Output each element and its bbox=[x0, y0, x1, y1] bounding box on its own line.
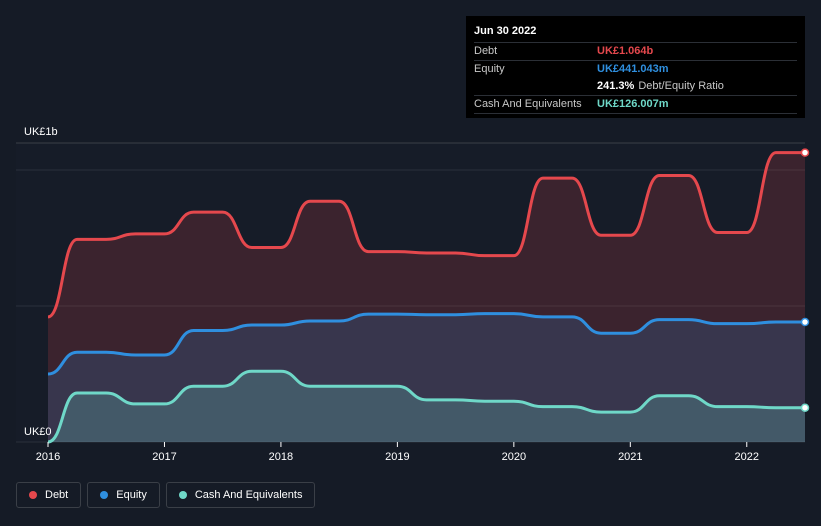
x-axis-ticks: 2016 2017 2018 2019 2020 2021 2022 bbox=[36, 442, 759, 463]
legend-label-equity: Equity bbox=[116, 489, 147, 501]
legend-item-equity[interactable]: Equity bbox=[87, 482, 160, 508]
legend-dot-equity bbox=[100, 491, 109, 499]
equity-line bbox=[47, 312, 805, 376]
y-axis-top-label: UK£1b bbox=[24, 126, 58, 138]
debt-end-marker bbox=[800, 148, 810, 157]
tooltip-row-ratio: 241.3% Debt/Equity Ratio bbox=[474, 78, 797, 95]
legend-label-debt: Debt bbox=[45, 489, 69, 501]
cash-area bbox=[48, 371, 805, 442]
tooltip-date: Jun 30 2022 bbox=[474, 25, 537, 37]
tooltip-cash-label: Cash And Equivalents bbox=[474, 98, 582, 110]
equity-area bbox=[48, 313, 805, 442]
x-tick-label: 2017 bbox=[152, 451, 176, 463]
x-tick-label: 2018 bbox=[269, 451, 293, 463]
tooltip-debt-label: Debt bbox=[474, 45, 498, 57]
legend-label-cash: Cash And Equivalents bbox=[194, 489, 303, 501]
x-tick-label: 2022 bbox=[735, 451, 759, 463]
x-tick-label: 2020 bbox=[502, 451, 526, 463]
debt-line bbox=[47, 151, 805, 319]
tooltip-ratio-spacer bbox=[474, 78, 597, 95]
legend-item-debt[interactable]: Debt bbox=[16, 482, 82, 508]
tooltip-equity-value: UK£441.043m bbox=[597, 63, 669, 75]
tooltip-cash-value: UK£126.007m bbox=[597, 98, 669, 110]
tooltip-equity-label: Equity bbox=[474, 63, 505, 75]
series-end-markers bbox=[800, 148, 810, 412]
debt-area bbox=[48, 152, 805, 443]
tooltip-ratio-label: Debt/Equity Ratio bbox=[638, 80, 724, 92]
tooltip-ratio-value: 241.3% bbox=[597, 80, 635, 92]
equity-end-marker bbox=[800, 317, 810, 327]
tooltip-row-debt: Debt UK£1.064b bbox=[474, 42, 797, 60]
tooltip-debt-value: UK£1.064b bbox=[597, 45, 654, 57]
series-lines bbox=[47, 151, 805, 444]
legend-dot-cash bbox=[178, 491, 187, 499]
cash-line bbox=[47, 369, 805, 444]
tooltip-row-cash: Cash And Equivalents UK£126.007m bbox=[474, 95, 797, 114]
legend-item-cash[interactable]: Cash And Equivalents bbox=[165, 482, 316, 508]
tooltip-row-equity: Equity UK£441.043m bbox=[474, 60, 797, 78]
y-axis-bottom-label: UK£0 bbox=[24, 426, 52, 438]
x-tick-label: 2016 bbox=[36, 451, 60, 463]
chart-legend: Debt Equity Cash And Equivalents bbox=[16, 482, 316, 508]
x-tick-label: 2021 bbox=[618, 451, 642, 463]
cash-end-marker bbox=[800, 403, 810, 412]
series-areas bbox=[48, 152, 805, 443]
data-tooltip: Jun 30 2022 Debt UK£1.064b Equity UK£441… bbox=[466, 16, 805, 118]
x-tick-label: 2019 bbox=[385, 451, 409, 463]
legend-dot-debt bbox=[29, 491, 37, 499]
